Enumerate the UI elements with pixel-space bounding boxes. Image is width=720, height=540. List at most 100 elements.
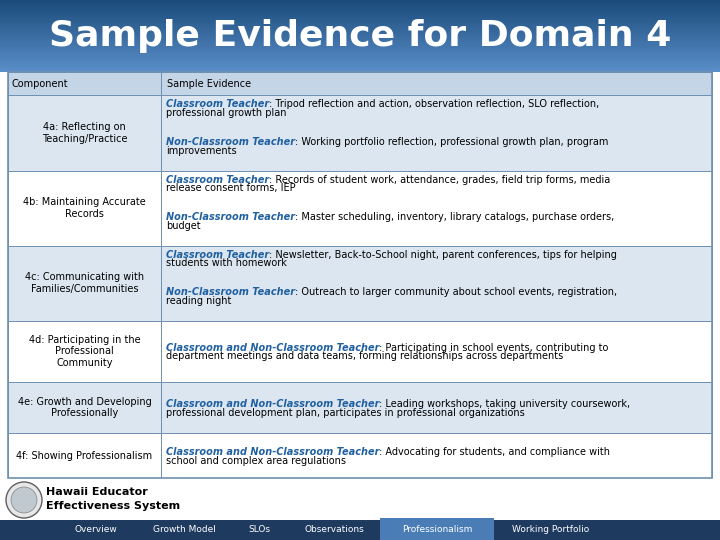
Text: : Master scheduling, inventory, library catalogs, purchase orders,: : Master scheduling, inventory, library …	[295, 212, 614, 222]
Bar	[0, 70, 720, 71]
Bar	[0, 16, 720, 17]
Bar	[0, 47, 720, 49]
Bar	[0, 39, 720, 40]
Bar	[0, 32, 720, 33]
Text: : Tripod reflection and action, observation reflection, SLO reflection,: : Tripod reflection and action, observat…	[269, 99, 599, 110]
Text: : Leading workshops, taking university coursework,: : Leading workshops, taking university c…	[379, 399, 631, 409]
Bar	[0, 30, 720, 31]
Bar	[0, 51, 720, 52]
Bar	[0, 46, 720, 48]
Bar	[0, 1, 720, 2]
Bar	[0, 4, 720, 5]
Text: improvements: improvements	[166, 145, 237, 156]
Text: SLOs: SLOs	[248, 525, 271, 535]
Bar	[0, 18, 720, 20]
Bar	[0, 15, 720, 16]
Text: Effectiveness System: Effectiveness System	[46, 501, 180, 511]
Bar	[0, 58, 720, 59]
Bar	[0, 52, 720, 54]
Bar	[0, 520, 720, 540]
Bar	[0, 48, 720, 50]
Bar	[0, 11, 720, 12]
Bar	[0, 55, 720, 57]
Text: 4a: Reflecting on
Teaching/Practice: 4a: Reflecting on Teaching/Practice	[42, 122, 127, 144]
Text: Hawaii Educator: Hawaii Educator	[46, 487, 148, 497]
Bar	[8, 96, 161, 171]
Text: Sample Evidence: Sample Evidence	[167, 79, 251, 89]
Text: release consent forms, IEP: release consent forms, IEP	[166, 183, 296, 193]
Bar	[0, 2, 720, 4]
Bar	[161, 171, 712, 246]
Bar	[0, 53, 720, 55]
Bar	[0, 66, 720, 68]
Text: Classroom Teacher: Classroom Teacher	[166, 249, 269, 260]
Bar	[0, 17, 720, 19]
Text: budget: budget	[166, 221, 201, 231]
Text: : Newsletter, Back-to-School night, parent conferences, tips for helping: : Newsletter, Back-to-School night, pare…	[269, 249, 617, 260]
Text: : Records of student work, attendance, grades, field trip forms, media: : Records of student work, attendance, g…	[269, 174, 611, 185]
Bar	[161, 96, 712, 171]
Text: Non-Classroom Teacher: Non-Classroom Teacher	[166, 287, 295, 297]
Text: Classroom and Non-Classroom Teacher: Classroom and Non-Classroom Teacher	[166, 447, 379, 457]
Text: Sample Evidence for Domain 4: Sample Evidence for Domain 4	[49, 19, 671, 53]
Bar	[0, 44, 720, 46]
Bar	[8, 382, 161, 434]
Bar	[0, 42, 720, 43]
Text: Classroom and Non-Classroom Teacher: Classroom and Non-Classroom Teacher	[166, 399, 379, 409]
Bar	[0, 25, 720, 26]
Text: Professionalism: Professionalism	[402, 525, 472, 535]
Bar	[8, 72, 712, 478]
Bar	[161, 382, 712, 434]
Text: reading night: reading night	[166, 296, 231, 306]
Bar	[0, 9, 720, 10]
Bar	[0, 20, 720, 22]
Bar	[0, 23, 720, 24]
Bar	[0, 56, 720, 58]
Bar	[0, 69, 720, 70]
Bar	[0, 63, 720, 64]
Bar	[0, 26, 720, 28]
Text: Classroom Teacher: Classroom Teacher	[166, 99, 269, 110]
Bar	[0, 60, 720, 62]
Bar	[0, 28, 720, 30]
Bar	[0, 25, 720, 27]
Text: Classroom Teacher: Classroom Teacher	[166, 174, 269, 185]
Bar	[0, 33, 720, 35]
Bar	[0, 478, 720, 540]
Text: 4b: Maintaining Accurate
Records: 4b: Maintaining Accurate Records	[23, 197, 146, 219]
Bar	[0, 45, 720, 47]
Bar	[161, 321, 712, 382]
Bar	[0, 36, 720, 38]
Bar	[0, 31, 720, 32]
Text: Component: Component	[12, 79, 68, 89]
Circle shape	[11, 487, 37, 513]
Bar	[8, 434, 161, 478]
Bar	[0, 6, 720, 7]
Bar	[0, 37, 720, 39]
Bar	[0, 12, 720, 14]
Bar	[0, 68, 720, 69]
Bar	[161, 434, 712, 478]
Text: 4d: Participating in the
Professional
Community: 4d: Participating in the Professional Co…	[29, 335, 140, 368]
Bar	[0, 40, 720, 42]
Bar	[0, 28, 720, 29]
Bar	[0, 67, 720, 69]
Bar	[0, 71, 720, 72]
Bar	[8, 72, 161, 96]
Bar	[0, 36, 720, 37]
Bar	[8, 171, 161, 246]
Text: : Advocating for students, and compliance with: : Advocating for students, and complianc…	[379, 447, 611, 457]
Bar	[0, 6, 720, 8]
Bar	[161, 246, 712, 321]
Bar	[0, 3, 720, 4]
Bar	[0, 21, 720, 23]
Text: professional development plan, participates in professional organizations: professional development plan, participa…	[166, 408, 525, 417]
Text: 4e: Growth and Developing
Professionally: 4e: Growth and Developing Professionally	[17, 397, 151, 418]
Bar	[0, 29, 720, 31]
Bar	[0, 24, 720, 25]
Text: students with homework: students with homework	[166, 258, 287, 268]
Bar	[0, 65, 720, 66]
Bar	[0, 50, 720, 51]
Bar	[0, 1, 720, 3]
Bar	[0, 62, 720, 63]
